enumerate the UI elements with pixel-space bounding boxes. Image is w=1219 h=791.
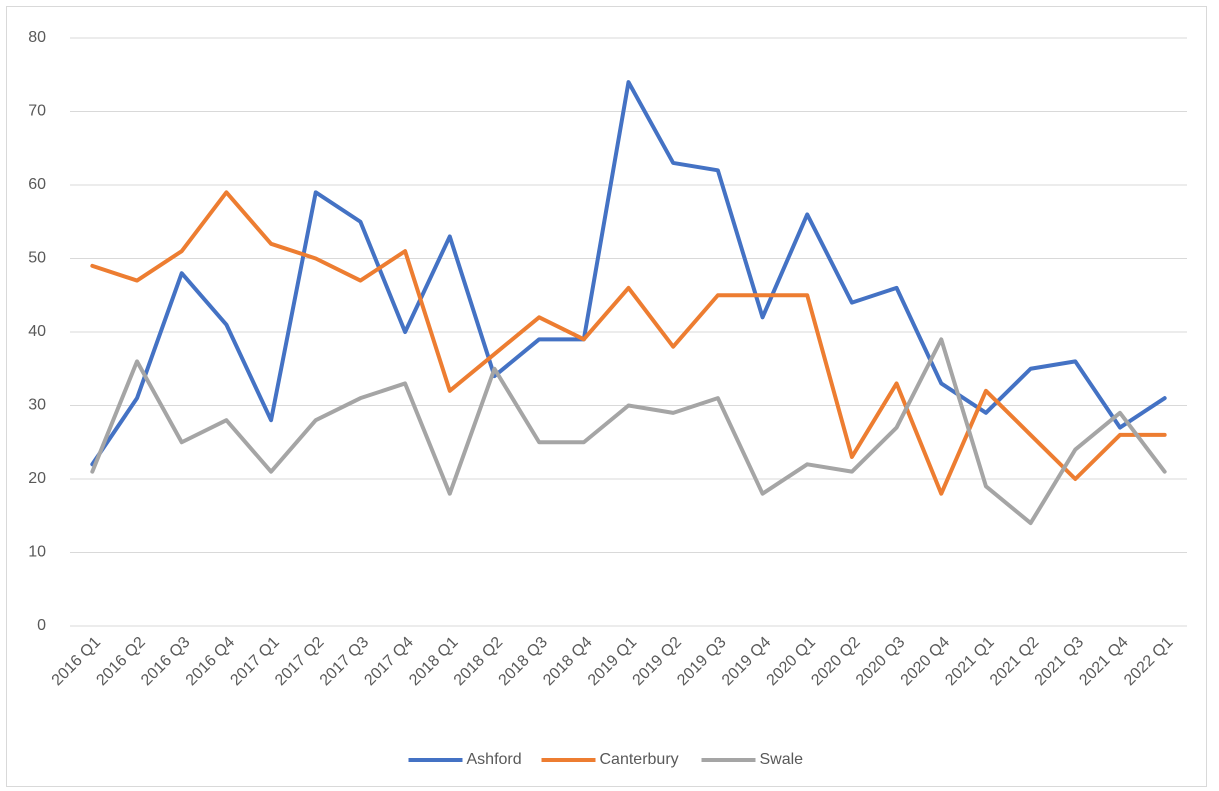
y-tick-label: 30 — [28, 397, 46, 414]
chart-border — [6, 6, 1207, 787]
y-tick-label: 40 — [28, 323, 46, 340]
line-series — [90, 190, 1167, 496]
y-tick-label: 70 — [28, 103, 46, 120]
y-tick-label: 0 — [37, 617, 46, 634]
line-series — [90, 337, 1167, 526]
y-tick-label: 80 — [28, 29, 46, 46]
line-series — [90, 80, 1167, 467]
legend-label: Canterbury — [600, 751, 679, 768]
legend-label: Swale — [760, 751, 804, 768]
y-tick-label: 20 — [28, 470, 46, 487]
y-tick-label: 10 — [28, 544, 46, 561]
y-tick-label: 60 — [28, 176, 46, 193]
legend-label: Ashford — [467, 751, 522, 768]
y-tick-label: 50 — [28, 250, 46, 267]
